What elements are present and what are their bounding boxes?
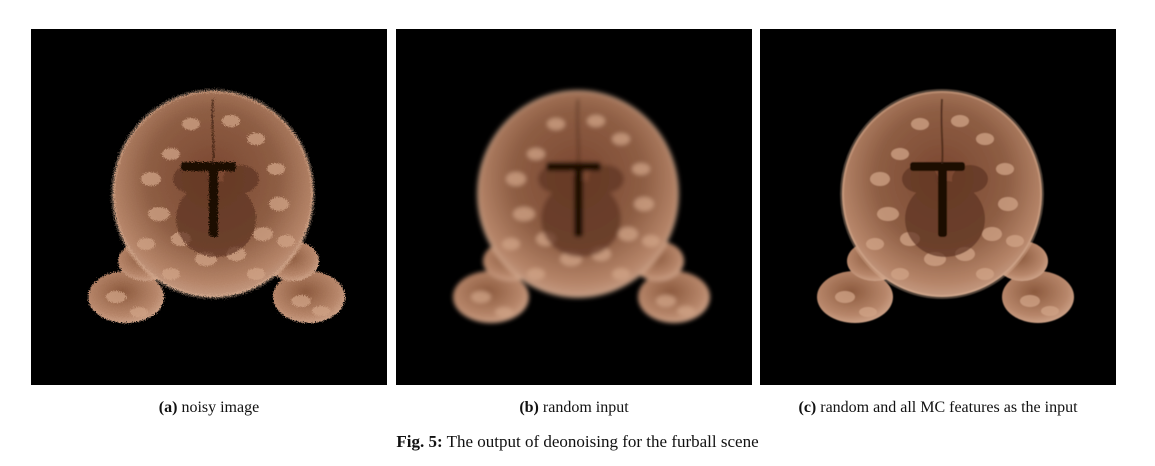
- furball-render-noisy: [31, 29, 387, 385]
- subcaption-tag: (c): [798, 399, 817, 416]
- panel-noisy-image: [31, 29, 387, 385]
- subcaption-c: (c) random and all MC features as the in…: [760, 398, 1116, 418]
- panel-random-input: [396, 29, 752, 385]
- furball-render-all-features: [760, 29, 1116, 385]
- subcaption-b: (b) random input: [396, 398, 752, 418]
- panel-all-features: [760, 29, 1116, 385]
- figure-caption: Fig. 5: The output of deonoising for the…: [0, 431, 1155, 453]
- subcaption-tag: (a): [158, 399, 178, 416]
- figure-label: Fig. 5:: [396, 432, 443, 451]
- subcaption-text: noisy image: [181, 399, 260, 416]
- subcaption-text: random input: [542, 399, 629, 416]
- subcaption-tag: (b): [519, 399, 539, 416]
- furball-render-random: [396, 29, 752, 385]
- subcaption-a: (a) noisy image: [31, 398, 387, 418]
- figure-caption-text: The output of deonoising for the furball…: [446, 432, 759, 451]
- subcaption-text: random and all MC features as the input: [820, 399, 1078, 416]
